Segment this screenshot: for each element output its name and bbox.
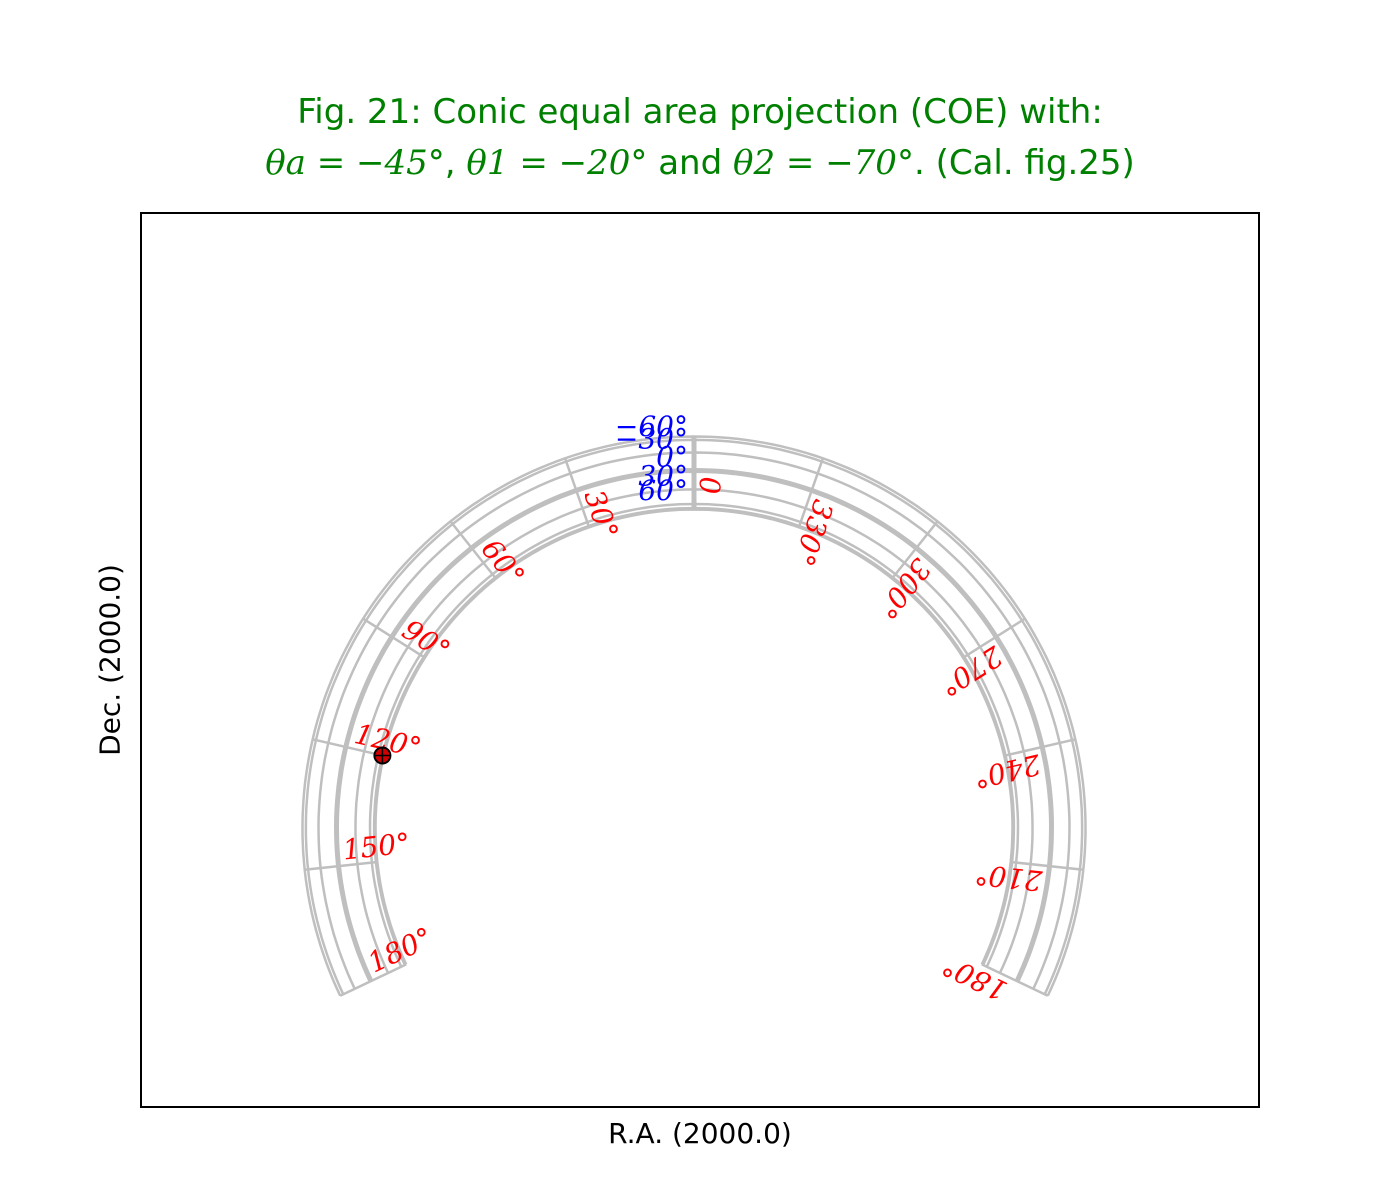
figure-title-line-2: θa = −45°, θ1 = −20° and θ2 = −70°. (Cal… — [0, 143, 1400, 183]
title-separator-1: , — [444, 143, 467, 183]
dec-label-0: 0° — [656, 441, 688, 474]
ra-label-180-right: 180° — [937, 949, 1012, 1008]
ra-label-240-right: 240° — [970, 747, 1044, 795]
graticule-lines — [301, 435, 1087, 997]
theta-2-expression: θ2 = −70° — [732, 143, 914, 183]
dec-label-60: 60° — [638, 474, 688, 507]
plot-frame — [140, 212, 1260, 1108]
parallel--30 — [317, 451, 1071, 990]
meridian-180-right — [981, 963, 1049, 997]
ra-label-270-right: 270° — [933, 639, 1008, 703]
x-axis-label: R.A. (2000.0) — [608, 1117, 792, 1150]
ra-label-330-right: 330° — [787, 496, 840, 571]
dec-label--30: −30° — [615, 423, 688, 456]
ra-label-0-left: 0 — [693, 477, 726, 495]
theta-1-expression: θ1 = −20° — [466, 143, 648, 183]
marker-layer — [373, 746, 392, 765]
ra-labels: 180°150°120°90°60°30°0330°300°270°240°21… — [341, 477, 1045, 1008]
parallel--60 — [304, 438, 1084, 995]
meridian-210 — [1010, 860, 1084, 872]
meridian-120 — [312, 738, 385, 758]
ra-label-210-right: 210° — [973, 857, 1045, 897]
meridian-30 — [563, 457, 591, 528]
meridian-90 — [362, 617, 426, 659]
y-axis-label: Dec. (2000.0) — [93, 564, 127, 756]
figure-title-line-1: Fig. 21: Conic equal area projection (CO… — [297, 92, 1103, 132]
parallel--75 — [301, 435, 1087, 997]
dec-labels: 60°30°0°−30°−60° — [615, 410, 688, 507]
ra-label-150-left: 150° — [341, 827, 412, 867]
meridian-150 — [304, 860, 378, 872]
meridian-60 — [449, 520, 497, 580]
theta-a-expression: θa = −45° — [265, 143, 445, 183]
title-suffix: . (Cal. fig.25) — [913, 143, 1135, 183]
dec-label--60: −60° — [615, 410, 688, 443]
meridian-240 — [1003, 738, 1076, 758]
meridian-330 — [797, 457, 825, 528]
title-separator-2: and — [647, 143, 733, 183]
dec-label-30: 30° — [638, 459, 688, 492]
ra-label-30-left: 30° — [577, 486, 624, 544]
meridian-180-left — [339, 963, 407, 997]
meridian-270 — [962, 617, 1026, 659]
meridian-300 — [891, 520, 939, 580]
ra-label-180-left: 180° — [363, 921, 438, 980]
